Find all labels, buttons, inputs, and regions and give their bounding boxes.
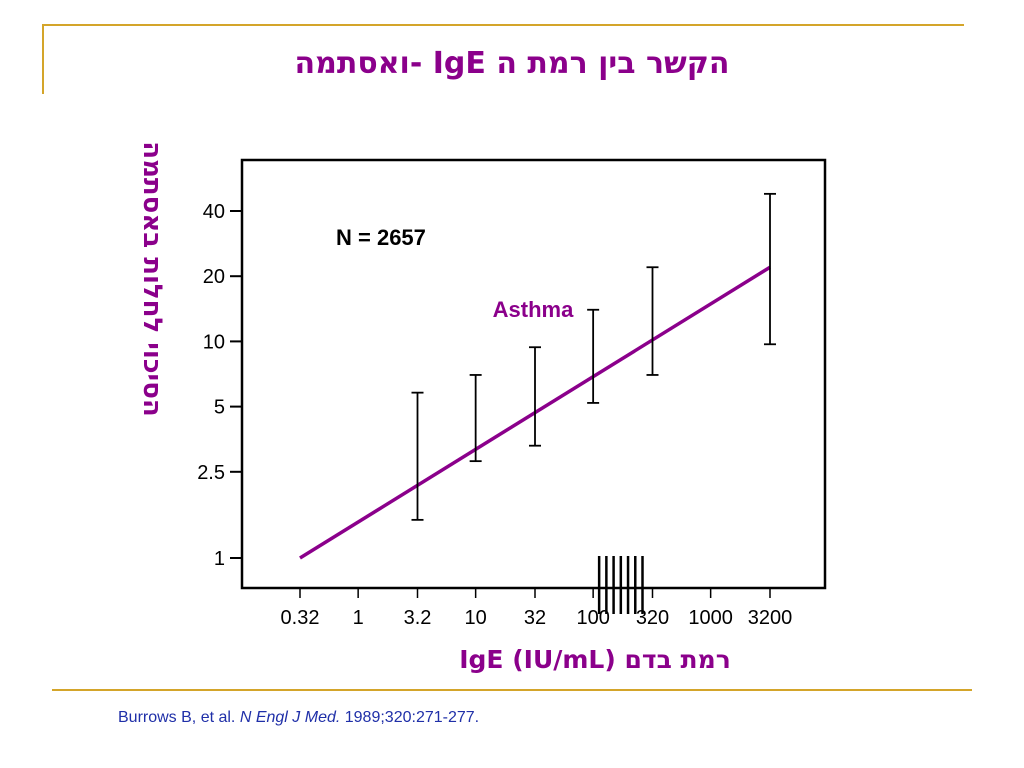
hatch-marks xyxy=(597,556,644,614)
y-tick-label: 5 xyxy=(214,397,225,419)
y-axis-ticks: 1 2.5 5 10 20 40 xyxy=(197,201,242,570)
series-label: Asthma xyxy=(493,297,574,322)
x-tick-label: 100 xyxy=(576,607,609,629)
error-bars xyxy=(411,192,776,521)
sample-size-annotation: N = 2657 xyxy=(336,225,426,250)
y-tick-label: 2.5 xyxy=(197,462,225,484)
y-tick-label: 20 xyxy=(203,266,225,288)
x-tick-label: 1000 xyxy=(688,607,733,629)
citation-details: 1989;320:271-277. xyxy=(340,709,480,726)
x-tick-label: 1 xyxy=(353,607,364,629)
x-tick-label: 0.32 xyxy=(281,607,320,629)
x-tick-label: 3200 xyxy=(748,607,793,629)
y-tick-label: 10 xyxy=(203,331,225,353)
citation: Burrows B, et al. N Engl J Med. 1989;320… xyxy=(118,709,479,727)
frame-bottom-rule xyxy=(52,689,972,691)
frame-left-rule xyxy=(42,24,44,94)
frame-top-rule xyxy=(42,24,964,26)
x-tick-label: 10 xyxy=(465,607,487,629)
y-tick-label: 1 xyxy=(214,548,225,570)
x-tick-label: 320 xyxy=(636,607,669,629)
citation-journal: N Engl J Med. xyxy=(239,709,341,726)
y-tick-label: 40 xyxy=(203,201,225,223)
slide-title: הקשר בין רמת ה IgE -ואסתמה xyxy=(294,46,730,81)
x-axis-label: IgE (IU/mL) רמת בדם xyxy=(459,645,731,674)
x-axis-ticks: 0.32 1 3.2 10 32 100 320 1000 3200 xyxy=(281,588,793,629)
x-tick-label: 3.2 xyxy=(404,607,432,629)
citation-authors: Burrows B, et al. xyxy=(118,709,240,726)
x-tick-label: 32 xyxy=(524,607,546,629)
plot-frame xyxy=(240,158,827,590)
